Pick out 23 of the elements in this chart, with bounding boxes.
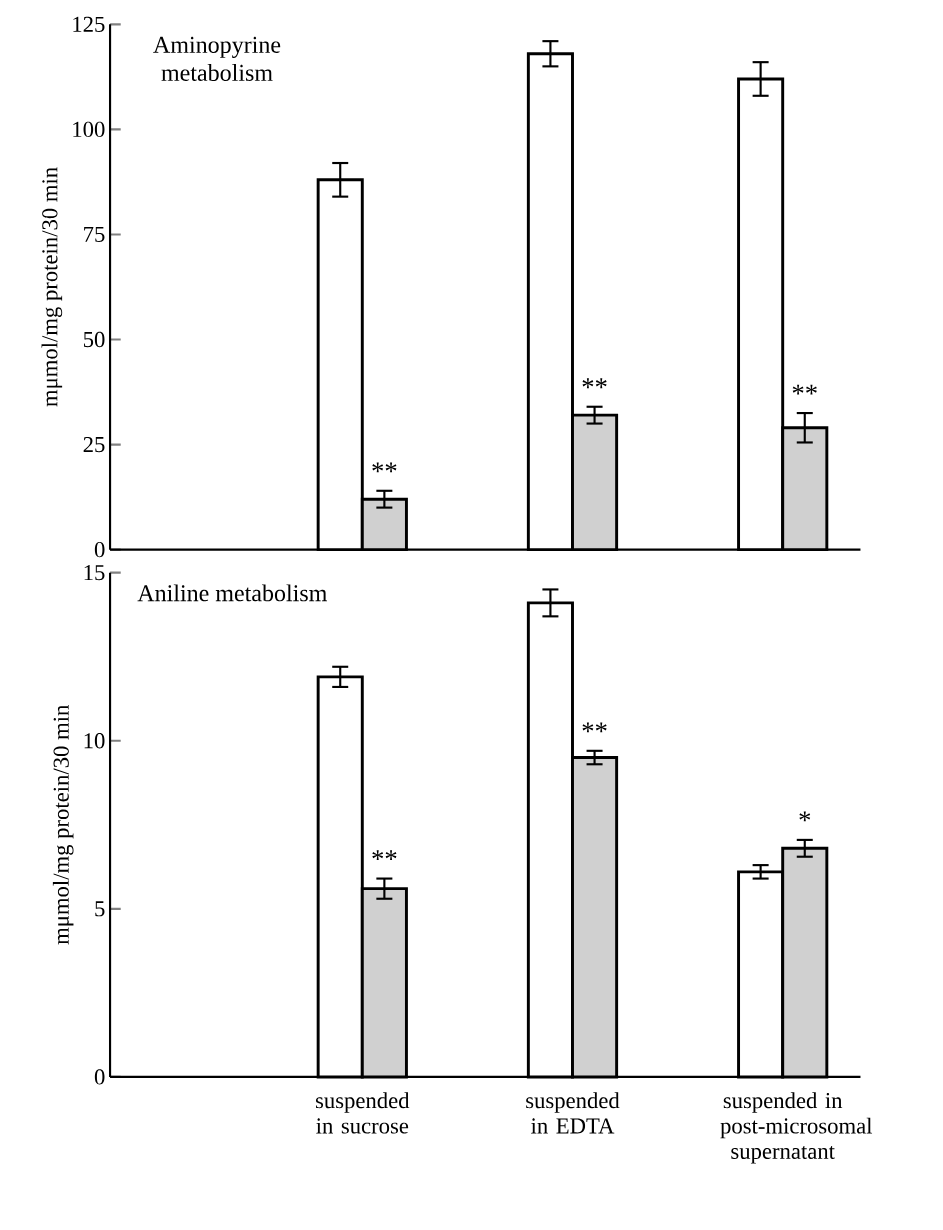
text: Aminopyrine metabolism xyxy=(153,36,281,81)
y-tick-label: 15 xyxy=(84,565,105,581)
y-tick-label: 25 xyxy=(83,436,105,453)
x-tick-label: suspended in EDTA xyxy=(526,1092,620,1134)
x-tick-label: suspended in post-microsomal supernatant xyxy=(720,1092,872,1164)
annotation: ** xyxy=(582,722,607,733)
annotation: * xyxy=(799,811,811,822)
y-tick-label: 125 xyxy=(73,16,105,32)
y-tick-label: 5 xyxy=(95,901,105,917)
annotation: ** xyxy=(372,850,397,860)
y-tick-label: 0 xyxy=(94,1069,105,1085)
y-axis-title: mμmol/mg protein/30 min xyxy=(41,167,63,407)
annotation: ** xyxy=(582,378,607,389)
y-tick-label: 50 xyxy=(83,331,105,348)
annotation: ** xyxy=(372,462,397,473)
x-tick-label: suspended in sucrose xyxy=(315,1092,410,1134)
y-tick-label: 0 xyxy=(94,541,105,558)
y-tick-label: 100 xyxy=(73,121,105,138)
y-tick-label: 75 xyxy=(84,226,105,242)
y-tick-label: 10 xyxy=(84,733,105,749)
y-axis-title: mμmol/mg protein/30 min xyxy=(52,705,74,945)
chart-title: Aniline metabolism xyxy=(137,584,327,602)
annotation: ** xyxy=(792,384,817,395)
